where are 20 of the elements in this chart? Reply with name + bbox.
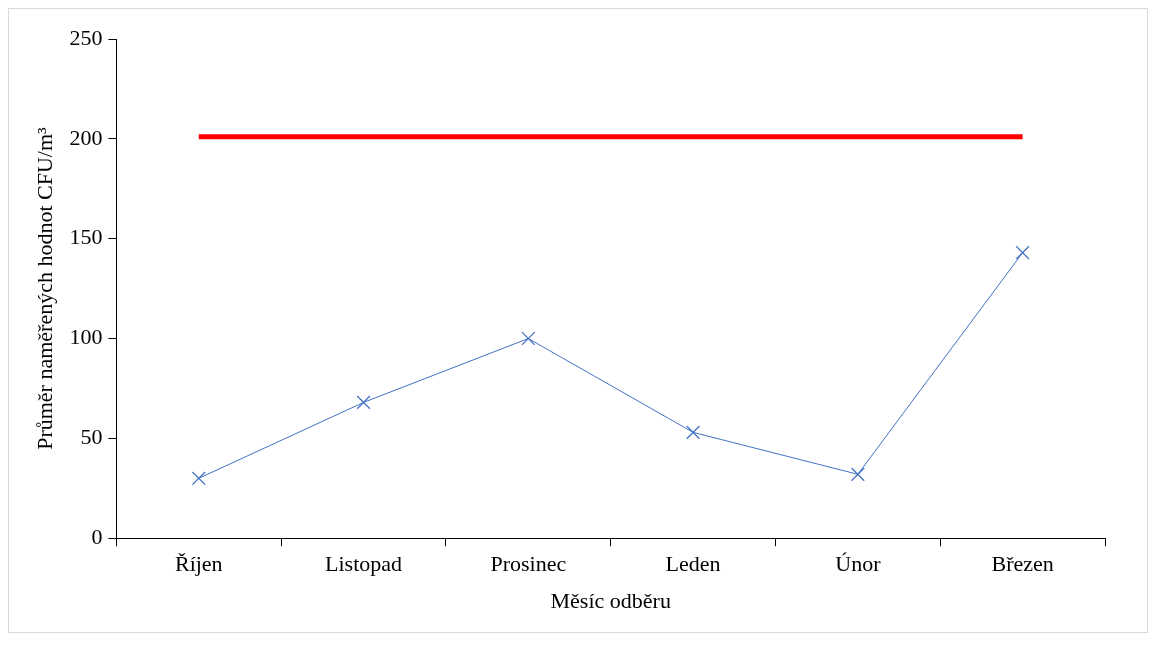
- point: [850, 467, 865, 482]
- point: [356, 395, 371, 410]
- x-tick-label: Listopad: [325, 551, 403, 577]
- y-tick-label: 200: [69, 124, 103, 150]
- point: [191, 471, 206, 486]
- x-tick-label: Prosinec: [490, 551, 567, 577]
- y-tick-label: 150: [69, 224, 103, 250]
- y-tick-label: 0: [91, 523, 103, 549]
- y-tick-label: 250: [69, 24, 103, 50]
- x-axis-title: Měsíc odběru: [550, 587, 671, 613]
- x-tick-label: Říjen: [174, 551, 223, 577]
- x-tick-label: Leden: [665, 551, 721, 577]
- y-axis-title: Průměr naměřených hodnot CFU/m³: [31, 126, 57, 450]
- point: [521, 331, 536, 346]
- x-tick-label: Únor: [835, 551, 882, 577]
- point: [686, 425, 701, 440]
- y-tick-label: 50: [80, 424, 103, 450]
- y-tick-label: 100: [69, 324, 103, 350]
- point: [1015, 245, 1030, 260]
- x-tick-label: Březen: [991, 551, 1054, 577]
